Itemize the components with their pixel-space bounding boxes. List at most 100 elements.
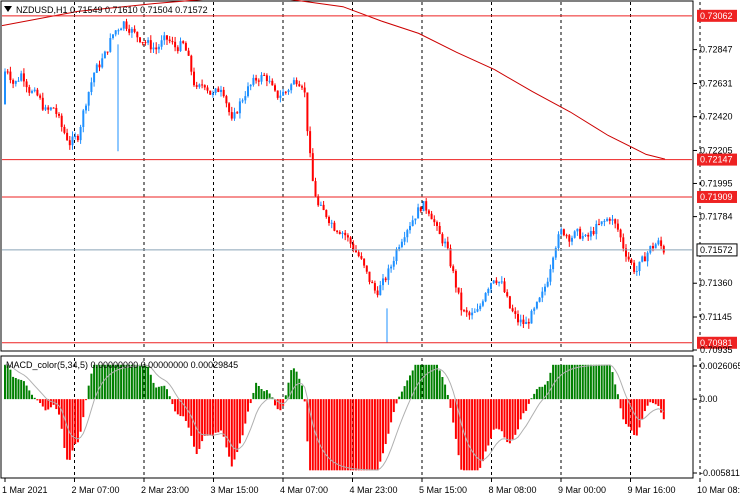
candle-body xyxy=(182,41,185,44)
price-pane[interactable] xyxy=(0,0,694,352)
candle-body xyxy=(384,278,387,281)
candle-body xyxy=(417,207,420,219)
x-tick-label: 5 Mar 15:00 xyxy=(419,485,467,495)
macd-bar xyxy=(449,399,452,408)
macd-bar xyxy=(627,399,630,427)
candle-body xyxy=(508,296,511,309)
macd-bar xyxy=(139,364,141,400)
macd-y-tick-label: 0.0026065 xyxy=(700,361,740,371)
y-tick-label: 0.72847 xyxy=(700,45,733,55)
macd-bar xyxy=(341,399,344,471)
candle-body xyxy=(301,86,303,88)
macd-bar xyxy=(600,364,603,400)
candle-body xyxy=(406,230,409,238)
macd-histogram xyxy=(4,364,665,471)
macd-bar xyxy=(284,395,287,400)
candle-body xyxy=(144,42,147,44)
candle-body xyxy=(101,58,104,68)
macd-bar xyxy=(147,366,150,400)
candle-body xyxy=(538,297,541,302)
macd-bar xyxy=(422,364,425,400)
candle-body xyxy=(330,222,333,224)
candle-body xyxy=(139,37,141,43)
macd-bar xyxy=(409,375,411,400)
candle-body xyxy=(31,91,33,93)
macd-bar xyxy=(141,364,144,400)
macd-bar xyxy=(392,399,395,413)
candle-body xyxy=(22,73,25,82)
macd-bar xyxy=(641,399,644,419)
candle-body xyxy=(41,97,44,110)
candle-body xyxy=(346,235,349,238)
symbol-dropdown-icon[interactable] xyxy=(4,6,12,12)
macd-bar xyxy=(511,399,514,440)
candle-body xyxy=(446,241,449,249)
candle-body xyxy=(344,232,347,236)
candle-body xyxy=(465,310,468,313)
macd-bar xyxy=(287,382,290,400)
macd-bar xyxy=(60,399,63,429)
macd-bar xyxy=(179,399,182,417)
candle-body xyxy=(298,84,301,87)
macd-bar xyxy=(198,399,201,449)
macd-bar xyxy=(414,364,417,400)
indicator-header: MACD_color(5,34,5) 0.00000000 0.00000000… xyxy=(6,360,238,370)
macd-bar xyxy=(44,399,47,411)
candle-body xyxy=(611,219,614,221)
candle-body xyxy=(184,43,187,51)
candle-body xyxy=(120,28,123,31)
level-price-label: 0.70981 xyxy=(700,338,733,348)
macd-bar xyxy=(541,386,544,400)
candle-body xyxy=(616,223,619,230)
macd-bar xyxy=(155,387,158,400)
macd-bar xyxy=(390,399,393,423)
macd-bar xyxy=(625,399,627,425)
macd-bar xyxy=(530,398,533,400)
candle-body xyxy=(58,113,60,116)
candle-body xyxy=(638,261,641,272)
candle-body xyxy=(257,80,260,82)
macd-bar xyxy=(622,399,625,420)
macd-bar xyxy=(203,399,206,436)
candle-body xyxy=(452,266,455,272)
candle-body xyxy=(457,287,460,293)
macd-bar xyxy=(403,386,406,400)
macd-bar xyxy=(595,364,598,400)
macd-bar xyxy=(214,399,217,433)
macd-bar xyxy=(182,399,185,417)
macd-bar xyxy=(14,378,17,400)
macd-bar xyxy=(395,399,398,404)
macd-bar xyxy=(544,384,546,400)
macd-bar xyxy=(247,399,249,412)
macd-bar xyxy=(257,385,260,400)
candle-body xyxy=(238,101,241,114)
candle-body xyxy=(247,86,249,97)
macd-bar xyxy=(236,399,239,453)
x-tick-label: 2 Mar 23:00 xyxy=(141,485,189,495)
macd-bar xyxy=(344,399,347,471)
candle-body xyxy=(282,91,285,96)
candle-body xyxy=(36,89,39,96)
candle-body xyxy=(214,88,217,93)
candle-body xyxy=(514,311,517,314)
candle-body xyxy=(587,234,590,237)
macd-bar xyxy=(592,364,595,400)
candle-body xyxy=(284,91,287,93)
candle-body xyxy=(363,258,366,266)
candle-body xyxy=(400,241,403,248)
candle-body xyxy=(657,240,660,245)
macd-bar xyxy=(39,399,42,404)
macd-bar xyxy=(446,394,449,400)
candle-body xyxy=(98,64,101,68)
macd-bar xyxy=(25,385,28,400)
candle-body xyxy=(484,293,487,302)
candle-body xyxy=(20,73,23,81)
macd-bar xyxy=(619,399,622,409)
macd-bar xyxy=(430,364,433,400)
macd-bar xyxy=(633,399,636,436)
macd-bar xyxy=(144,364,147,400)
macd-bar xyxy=(473,399,476,471)
macd-bar xyxy=(168,396,171,400)
